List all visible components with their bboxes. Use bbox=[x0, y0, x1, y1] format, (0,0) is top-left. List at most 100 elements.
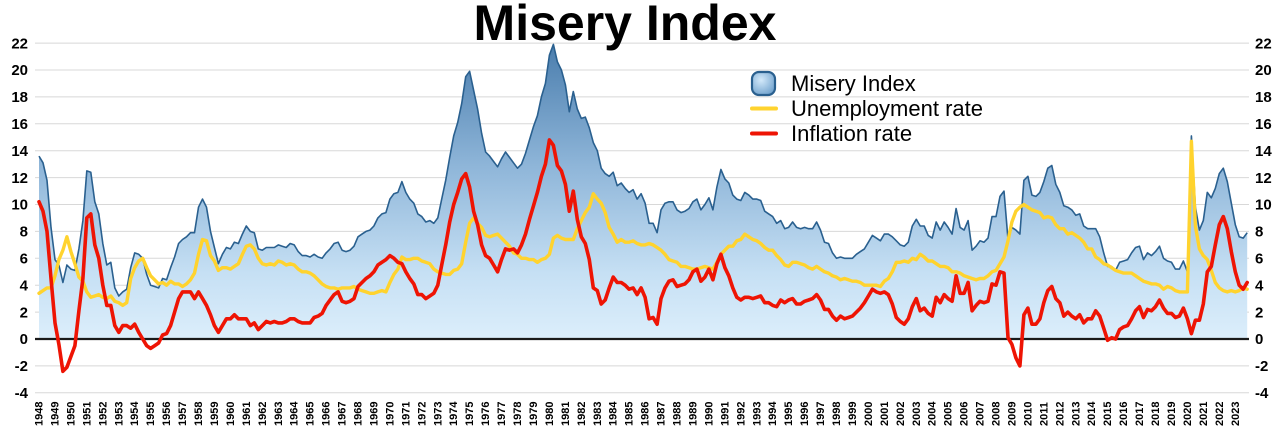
x-tick-label: 1975 bbox=[464, 402, 476, 426]
x-tick-label: 1970 bbox=[384, 402, 396, 426]
x-tick-label: 1996 bbox=[799, 402, 811, 426]
x-tick-label: 1966 bbox=[321, 402, 333, 426]
x-tick-label: 2015 bbox=[1102, 402, 1114, 426]
x-tick-label: 2020 bbox=[1182, 402, 1194, 426]
x-tick-label: 1955 bbox=[145, 402, 157, 426]
x-tick-label: 1990 bbox=[703, 402, 715, 426]
chart-title: Misery Index bbox=[474, 0, 777, 51]
x-tick-label: 2007 bbox=[975, 402, 987, 426]
y-tick-label-right: 2 bbox=[1255, 304, 1263, 321]
y-tick-label-right: 8 bbox=[1255, 224, 1263, 241]
y-tick-label-right: 18 bbox=[1255, 89, 1272, 106]
x-tick-label: 2019 bbox=[1166, 402, 1178, 426]
x-tick-label: 2011 bbox=[1038, 402, 1050, 426]
y-tick-label-left: 6 bbox=[20, 251, 28, 268]
x-tick-label: 2017 bbox=[1134, 402, 1146, 426]
y-tick-label-left: 4 bbox=[20, 277, 29, 294]
x-tick-label: 1994 bbox=[767, 401, 779, 426]
inflation-rate-line bbox=[37, 138, 1249, 374]
x-tick-label: 1968 bbox=[353, 402, 365, 426]
y-tick-label-right: 20 bbox=[1255, 62, 1272, 79]
y-tick-label-right: 6 bbox=[1255, 251, 1263, 268]
y-tick-label-right: -4 bbox=[1255, 385, 1269, 402]
x-tick-label: 1989 bbox=[687, 402, 699, 426]
x-tick-label: 1973 bbox=[432, 402, 444, 426]
x-tick-label: 1986 bbox=[640, 402, 652, 426]
x-tick-label: 1984 bbox=[608, 401, 620, 426]
x-tick-label: 2002 bbox=[895, 402, 907, 426]
x-tick-label: 1962 bbox=[257, 402, 269, 426]
x-tick-label: 1979 bbox=[528, 402, 540, 426]
x-tick-label: 1961 bbox=[241, 402, 253, 426]
x-tick-label: 1981 bbox=[560, 402, 572, 426]
x-tick-label: 1967 bbox=[337, 402, 349, 426]
x-tick-label: 1954 bbox=[129, 401, 141, 426]
x-tick-label: 1971 bbox=[400, 402, 412, 426]
x-tick-label: 2023 bbox=[1230, 402, 1242, 426]
x-tick-label: 1988 bbox=[672, 402, 684, 426]
x-tick-label: 1993 bbox=[751, 402, 763, 426]
x-tick-label: 2005 bbox=[943, 402, 955, 426]
x-tick-label: 2000 bbox=[863, 402, 875, 426]
x-tick-label: 1985 bbox=[624, 402, 636, 426]
x-tick-label: 2013 bbox=[1070, 402, 1082, 426]
x-tick-label: 1949 bbox=[49, 402, 61, 426]
x-tick-label: 2021 bbox=[1198, 402, 1210, 426]
x-tick-label: 1992 bbox=[735, 402, 747, 426]
legend-misery-index-label: Misery Index bbox=[791, 71, 916, 96]
x-tick-label: 1965 bbox=[305, 402, 317, 426]
y-tick-label-left: 14 bbox=[11, 143, 28, 160]
x-tick-label: 2022 bbox=[1214, 402, 1226, 426]
x-tick-label: 1980 bbox=[544, 402, 556, 426]
y-tick-label-left: -4 bbox=[15, 385, 29, 402]
x-tick-label: 1963 bbox=[273, 402, 285, 426]
x-tick-label: 1948 bbox=[34, 402, 46, 426]
x-tick-label: 2006 bbox=[959, 402, 971, 426]
y-tick-label-left: 0 bbox=[20, 331, 28, 348]
x-tick-label: 1991 bbox=[719, 402, 731, 426]
y-tick-label-right: 16 bbox=[1255, 116, 1272, 133]
y-tick-label-left: -2 bbox=[15, 358, 28, 375]
x-axis-year-labels: 1948 1949 1950 1951 1952 1953 1954 1955 1956 1957… bbox=[34, 401, 1242, 426]
x-tick-label: 1964 bbox=[289, 401, 301, 426]
legend-inflation-label: Inflation rate bbox=[791, 121, 912, 146]
y-tick-label-left: 16 bbox=[11, 116, 28, 133]
y-tick-label-right: 4 bbox=[1255, 277, 1264, 294]
y-tick-label-left: 18 bbox=[11, 89, 28, 106]
x-tick-label: 2001 bbox=[879, 402, 891, 426]
x-tick-label: 2009 bbox=[1006, 402, 1018, 426]
y-tick-label-right: -2 bbox=[1255, 358, 1268, 375]
x-tick-label: 1959 bbox=[209, 402, 221, 426]
y-tick-label-right: 22 bbox=[1255, 35, 1272, 52]
x-tick-label: 1987 bbox=[656, 402, 668, 426]
legend: Misery Index Unemployment rate Inflation… bbox=[750, 70, 983, 146]
y-tick-label-left: 8 bbox=[20, 224, 28, 241]
x-tick-label: 1995 bbox=[783, 402, 795, 426]
x-tick-label: 1982 bbox=[576, 402, 588, 426]
y-tick-label-right: 0 bbox=[1255, 331, 1263, 348]
x-tick-label: 1958 bbox=[193, 402, 205, 426]
x-tick-label: 1953 bbox=[113, 402, 125, 426]
x-tick-label: 2004 bbox=[927, 401, 939, 426]
x-tick-label: 1960 bbox=[225, 402, 237, 426]
y-tick-label-left: 2 bbox=[20, 304, 28, 321]
x-tick-label: 1997 bbox=[815, 402, 827, 426]
x-tick-label: 1972 bbox=[416, 402, 428, 426]
y-tick-label-left: 10 bbox=[11, 197, 28, 214]
x-tick-label: 1974 bbox=[448, 401, 460, 426]
x-tick-label: 1969 bbox=[368, 402, 380, 426]
x-tick-label: 1977 bbox=[496, 402, 508, 426]
x-tick-label: 2008 bbox=[991, 402, 1003, 426]
x-tick-label: 2012 bbox=[1054, 402, 1066, 426]
legend-misery-index-swatch bbox=[750, 70, 777, 97]
x-tick-label: 2014 bbox=[1086, 401, 1098, 426]
x-tick-label: 1956 bbox=[161, 402, 173, 426]
y-tick-label-right: 10 bbox=[1255, 197, 1272, 214]
legend-unemployment-label: Unemployment rate bbox=[791, 96, 983, 121]
x-tick-label: 2003 bbox=[911, 402, 923, 426]
x-tick-label: 2016 bbox=[1118, 402, 1130, 426]
x-tick-label: 2018 bbox=[1150, 402, 1162, 426]
